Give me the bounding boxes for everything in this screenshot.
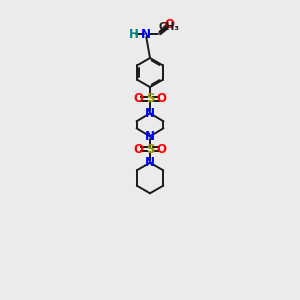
Text: S: S	[146, 92, 154, 105]
Text: H: H	[129, 28, 139, 41]
Text: O: O	[134, 92, 143, 105]
Text: N: N	[145, 156, 155, 169]
Text: N: N	[145, 130, 155, 143]
Text: N: N	[145, 107, 155, 120]
Text: O: O	[134, 142, 143, 156]
Text: S: S	[146, 142, 154, 156]
Text: O: O	[157, 142, 166, 156]
Text: O: O	[165, 17, 175, 31]
Text: CH₃: CH₃	[158, 22, 179, 32]
Text: O: O	[157, 92, 166, 105]
Text: N: N	[141, 28, 151, 41]
